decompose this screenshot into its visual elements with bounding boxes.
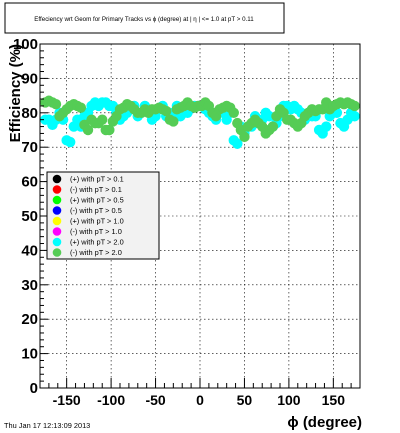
data-point <box>228 107 239 119</box>
y-tick-label: 70 <box>21 139 38 156</box>
data-point <box>161 105 172 117</box>
x-tick-label: 150 <box>322 392 346 408</box>
x-tick-label: -150 <box>53 392 81 408</box>
legend-entry: (-) with pT > 2.0 <box>70 248 122 257</box>
data-point <box>168 116 179 127</box>
x-tick-label: -100 <box>97 392 125 408</box>
legend-marker <box>52 195 62 205</box>
legend-marker <box>52 206 62 215</box>
x-tick-label: 0 <box>196 392 204 408</box>
legend-box <box>46 171 160 260</box>
legend-entry: (+) with pT > 0.1 <box>70 175 124 184</box>
data-point <box>97 114 108 125</box>
data-point <box>239 131 250 143</box>
data-point <box>264 111 275 122</box>
data-point <box>349 111 360 122</box>
legend-marker <box>52 185 62 194</box>
data-point <box>321 121 332 132</box>
x-tick-label: 100 <box>277 392 301 408</box>
legend-marker <box>52 237 62 247</box>
data-point <box>104 124 115 136</box>
y-tick-label: 100 <box>13 36 38 53</box>
y-axis: 0 10 20 30 40 50 60 70 80 90 100 <box>13 36 48 397</box>
legend-entry: (-) with pT > 0.5 <box>70 206 122 215</box>
y-tick-label: 0 <box>30 380 38 397</box>
legend-marker <box>52 227 62 236</box>
data-point <box>50 99 62 110</box>
data-point <box>267 121 279 132</box>
legend-entry: (+) with pT > 2.0 <box>70 238 124 247</box>
data-point <box>65 136 76 148</box>
y-tick-label: 90 <box>21 70 38 87</box>
x-axis: -150 -100 -50 0 50 100 150 <box>48 378 352 408</box>
legend-marker <box>52 216 62 226</box>
data-points <box>40 95 360 149</box>
legend-entry: (-) with pT > 1.0 <box>70 227 122 236</box>
timestamp: Thu Jan 17 12:13:09 2013 <box>4 421 90 430</box>
legend-entry: (+) with pT > 1.0 <box>70 217 124 226</box>
y-tick-label: 10 <box>21 346 38 363</box>
legend-marker <box>52 174 62 184</box>
legend-entry: (+) with pT > 0.5 <box>70 196 124 205</box>
y-tick-label: 50 <box>21 208 38 225</box>
y-axis-label: Efficiency (%) <box>7 44 24 142</box>
y-tick-label: 40 <box>21 242 38 259</box>
y-tick-label: 30 <box>21 277 38 294</box>
data-point <box>82 124 94 136</box>
legend-marker <box>52 248 62 257</box>
data-point <box>75 102 87 113</box>
y-tick-label: 80 <box>21 105 38 122</box>
title-box <box>4 2 285 34</box>
x-tick-label: -50 <box>145 392 165 408</box>
x-tick-label: 50 <box>237 392 253 408</box>
x-axis-label: ϕ (degree) <box>287 414 362 431</box>
y-tick-label: 20 <box>21 311 38 328</box>
legend-entry: (-) with pT > 0.1 <box>70 185 122 194</box>
legend: (+) with pT > 0.1(-) with pT > 0.1 (+) wi… <box>46 171 160 260</box>
data-point <box>232 138 243 149</box>
y-tick-label: 60 <box>21 174 38 191</box>
data-point <box>349 100 360 112</box>
chart-title: Effeciency wrt Geom for Primary Tracks v… <box>34 16 254 23</box>
